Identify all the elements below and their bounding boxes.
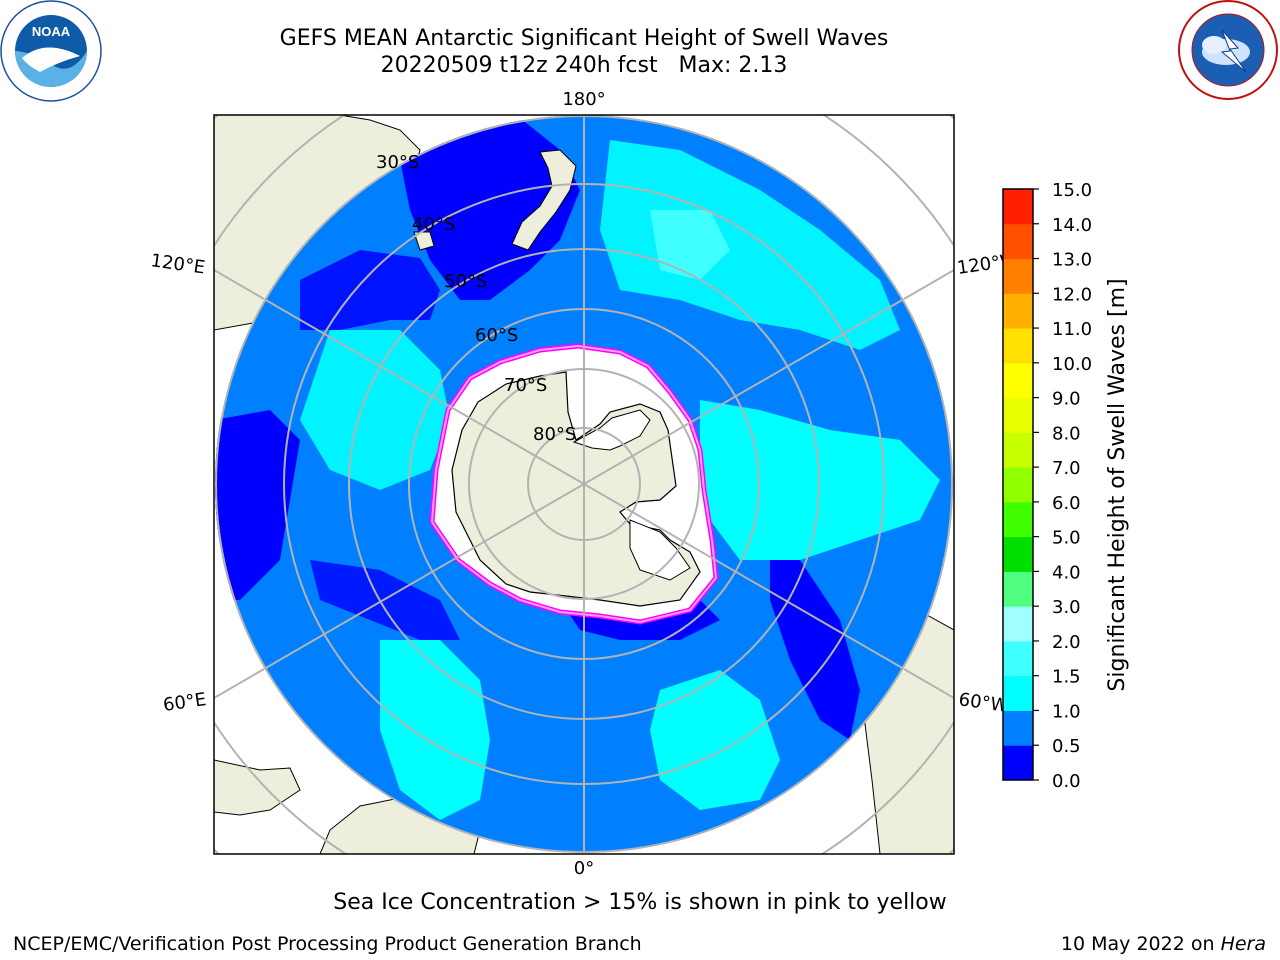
colorbar-tick-label: 12.0 (1052, 284, 1092, 305)
lon-label-180: 180° (562, 89, 605, 110)
colorbar-tick-label: 8.0 (1052, 423, 1081, 444)
colorbar-swatch (1003, 745, 1033, 781)
footer-credit: NCEP/EMC/Verification Post Processing Pr… (13, 933, 642, 955)
high-swell-region (600, 140, 900, 350)
colorbar-tick-label: 10.0 (1052, 354, 1092, 375)
land-tasmania (413, 231, 435, 251)
colorbar-tick-label: 4.0 (1052, 562, 1081, 583)
colorbar-tick-label: 0.5 (1052, 736, 1081, 757)
colorbar-swatch (1003, 397, 1033, 433)
lat-label-30s: 30°S (376, 152, 419, 173)
polar-map (214, 115, 954, 854)
colorbar-swatch (1003, 710, 1033, 746)
antarctic-ice-shelf (629, 519, 691, 581)
footer-host: Hera (1220, 933, 1266, 955)
colorbar-swatch (1003, 328, 1033, 364)
lat-label-60s: 60°S (475, 325, 518, 346)
colorbar-frame (1002, 188, 1034, 781)
noaa-logo: NOAA (0, 0, 102, 102)
colorbar-swatch (1003, 432, 1033, 468)
colorbar-label: Significant Height of Swell Waves [m] (1105, 278, 1130, 691)
colorbar-tick-label: 2.0 (1052, 632, 1081, 653)
lat-label-50s: 50°S (444, 271, 487, 292)
lon-label-0: 0° (574, 858, 594, 879)
colorbar-swatch (1003, 258, 1033, 294)
map-subtitle: 20220509 t12z 240h fcst Max: 2.13 (380, 53, 788, 78)
footer-date-text: 10 May 2022 on (1060, 933, 1221, 955)
lat-label-40s: 40°S (412, 214, 455, 235)
colorbar-swatch (1003, 606, 1033, 642)
colorbar-tick-label: 11.0 (1052, 319, 1092, 340)
colorbar-swatch (1003, 189, 1033, 225)
lat-label-70s: 70°S (504, 375, 547, 396)
colorbar-tick-label: 6.0 (1052, 493, 1081, 514)
land-africa (214, 759, 301, 816)
colorbar-tick-label: 3.0 (1052, 597, 1081, 618)
colorbar-swatch (1003, 501, 1033, 538)
colorbar-swatch (1003, 571, 1033, 607)
map-frame (213, 114, 955, 855)
low-swell-region (215, 410, 300, 600)
colorbar-tick-label: 15.0 (1052, 180, 1092, 201)
map-title: GEFS MEAN Antarctic Significant Height o… (279, 26, 889, 51)
colorbar-swatch (1003, 467, 1033, 503)
colorbar-swatch (1003, 536, 1033, 572)
colorbar-tick-label: 5.0 (1052, 528, 1081, 549)
high-swell-region (650, 670, 780, 810)
nws-logo (1178, 0, 1278, 100)
colorbar: 0.0 0.5 1.0 1.5 2.0 3.0 4.0 5.0 6.0 7.0 8.0 9.0 10.0… (1002, 180, 1092, 792)
colorbar-swatch (1003, 223, 1033, 260)
antarctic-ice-shelf (572, 409, 651, 451)
colorbar-tick-label: 7.0 (1052, 458, 1081, 479)
colorbar-swatch (1003, 640, 1033, 677)
colorbar-swatch (1003, 362, 1033, 399)
colorbar-tick-label: 13.0 (1052, 250, 1092, 271)
colorbar-tick-label: 1.5 (1052, 667, 1081, 688)
colorbar-swatch (1003, 293, 1033, 329)
low-swell-region (300, 250, 440, 330)
high-swell-region (650, 210, 730, 280)
lat-label-80s: 80°S (533, 424, 576, 445)
lon-label-120e: 120°E (149, 250, 206, 278)
footer-date: 10 May 2022 on Hera (1061, 933, 1266, 955)
colorbar-tick-label: 9.0 (1052, 389, 1081, 410)
sea-ice-caption: Sea Ice Concentration > 15% is shown in … (333, 890, 947, 915)
colorbar-tick-label: 14.0 (1052, 215, 1092, 236)
graticule (215, 115, 953, 853)
noaa-logo-text: NOAA (32, 24, 71, 39)
lon-label-60w: 60°W (957, 689, 1009, 717)
lon-label-60e: 60°E (162, 689, 208, 716)
colorbar-tick-label: 0.0 (1052, 771, 1081, 792)
sea-ice-edge-inner (430, 344, 718, 624)
colorbar-swatch (1003, 675, 1033, 711)
colorbar-tick-label: 1.0 (1052, 701, 1081, 722)
